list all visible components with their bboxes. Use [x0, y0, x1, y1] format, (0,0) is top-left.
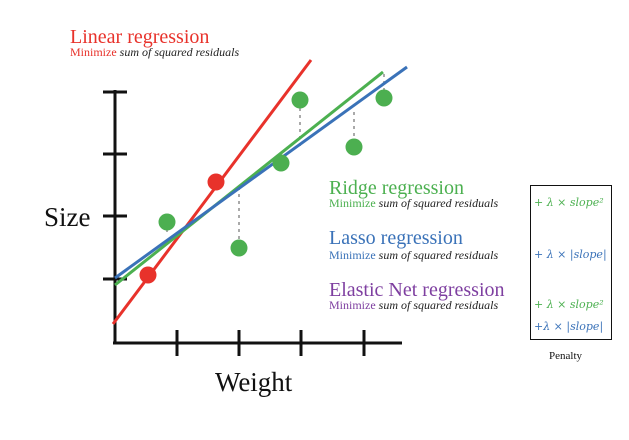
elastic-minimize: Minimize	[329, 298, 376, 312]
elastic-penalty-text-1: + λ × slope²	[534, 298, 604, 311]
elastic-penalty-slope-squared: + λ × slope²	[534, 299, 604, 310]
data-point	[207, 173, 225, 191]
ridge-subtitle: Minimize sum of squared residuals	[329, 197, 498, 209]
lasso-objective: sum of squared residuals	[378, 248, 499, 262]
lasso-penalty-text: + λ × |slope|	[534, 248, 607, 261]
elastic-title: Elastic Net regression	[329, 279, 505, 301]
lasso-regression-line	[114, 65, 408, 280]
penalty-box	[530, 185, 612, 340]
elastic-penalty-abs-slope: +λ × |slope|	[534, 321, 603, 332]
linear-objective: sum of squared residuals	[119, 45, 240, 59]
data-point	[230, 239, 248, 257]
ridge-penalty: + λ × slope²	[534, 197, 604, 208]
ridge-title: Ridge regression	[329, 177, 464, 199]
elastic-objective: sum of squared residuals	[378, 298, 499, 312]
ridge-penalty-text: + λ × slope²	[534, 196, 604, 209]
data-point	[272, 154, 290, 172]
lasso-penalty: + λ × |slope|	[534, 249, 607, 260]
data-point	[139, 266, 157, 284]
y-axis-label: Size	[44, 202, 91, 232]
lasso-title: Lasso regression	[329, 227, 463, 249]
data-point	[291, 91, 309, 109]
linear-title: Linear regression	[70, 26, 210, 48]
elastic-penalty-text-2: +λ × |slope|	[534, 320, 604, 333]
lasso-subtitle: Minimize sum of squared residuals	[329, 249, 498, 261]
data-point	[375, 89, 393, 107]
ridge-objective: sum of squared residuals	[378, 196, 499, 210]
linear-regression-line	[111, 59, 313, 325]
data-points	[139, 89, 393, 284]
data-point	[158, 213, 176, 231]
linear-subtitle: Minimize sum of squared residuals	[70, 46, 239, 58]
data-point	[345, 138, 363, 156]
linear-minimize: Minimize	[70, 45, 117, 59]
ridge-regression-line	[114, 70, 384, 287]
lasso-minimize: Minimize	[329, 248, 376, 262]
ridge-minimize: Minimize	[329, 196, 376, 210]
elastic-subtitle: Minimize sum of squared residuals	[329, 299, 498, 311]
x-axis-label: Weight	[215, 367, 293, 397]
penalty-label: Penalty	[549, 350, 582, 362]
